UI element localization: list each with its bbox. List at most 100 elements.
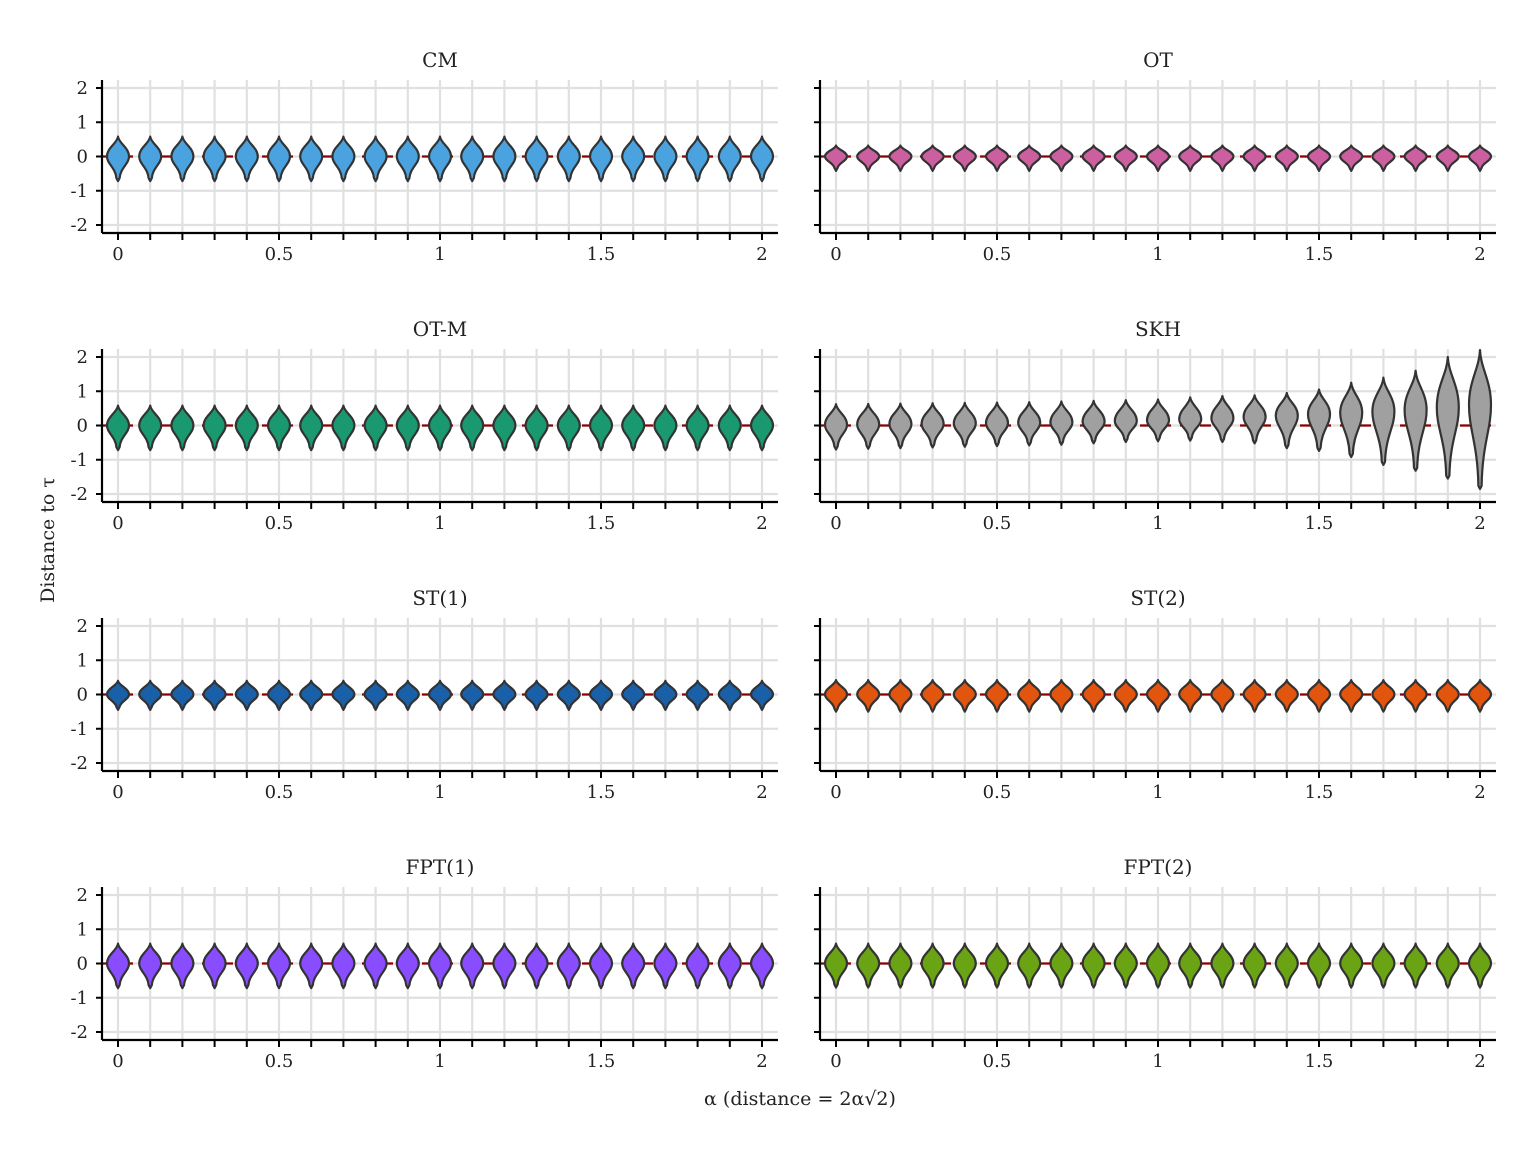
violin-alpha-0.9: [395, 404, 420, 452]
violin-alpha-0: [105, 135, 131, 183]
violin-alpha-0.5: [266, 942, 292, 990]
violin-alpha-0: [105, 404, 131, 452]
violin-alpha-0.9: [395, 135, 420, 183]
violin-alpha-1.3: [524, 404, 549, 452]
violin-alpha-1.5: [588, 679, 614, 712]
violin-alpha-1.1: [1178, 942, 1203, 989]
violin-alpha-0: [823, 403, 849, 451]
violin-alpha-1: [1145, 942, 1171, 989]
violin-alpha-0.7: [1049, 679, 1074, 713]
violin-alpha-1: [427, 135, 453, 183]
x-tick-label: 0: [112, 1051, 123, 1072]
y-tick-label: -2: [70, 753, 88, 774]
violin-alpha-1.9: [1435, 355, 1460, 480]
violin-alpha-0.8: [1081, 679, 1106, 713]
violin-alpha-0.5: [266, 679, 292, 712]
y-tick-label: 2: [77, 78, 88, 99]
violin-alpha-1.8: [1403, 144, 1428, 172]
y-tick-label: 2: [77, 616, 88, 637]
violin-alpha-0.6: [1017, 679, 1042, 713]
violin-alpha-1.5: [588, 404, 614, 452]
violin-alpha-1.6: [1339, 144, 1364, 172]
x-tick-label: 1.5: [1305, 244, 1334, 265]
violin-alpha-1.1: [1178, 144, 1203, 172]
violin-alpha-0.3: [202, 135, 227, 183]
violin-alpha-0.1: [138, 679, 163, 712]
violin-alpha-0.1: [856, 402, 881, 450]
violin-alpha-0.3: [920, 679, 945, 713]
violin-alpha-0.6: [299, 404, 324, 452]
violin-alpha-0.6: [299, 679, 324, 712]
violin-alpha-0.5: [266, 135, 292, 183]
violin-alpha-0.4: [952, 401, 977, 448]
violin-alpha-2: [1467, 144, 1493, 172]
violin-alpha-2: [1467, 942, 1493, 989]
violin-alpha-0.8: [1081, 942, 1106, 989]
panel-title: CM: [422, 48, 458, 72]
violin-alpha-1: [427, 942, 453, 990]
x-tick-label: 1: [434, 244, 445, 265]
violin-alpha-1.5: [588, 135, 614, 183]
x-tick-label: 0.5: [265, 1051, 294, 1072]
x-tick-label: 0.5: [983, 244, 1012, 265]
violin-alpha-1.2: [1210, 394, 1235, 444]
x-tick-label: 2: [756, 1051, 767, 1072]
x-tick-label: 1: [434, 1051, 445, 1072]
violin-alpha-0.9: [1113, 399, 1138, 444]
x-tick-label: 1: [1152, 513, 1163, 534]
violin-alpha-0.2: [888, 942, 913, 989]
violin-alpha-1.4: [556, 679, 581, 712]
violin-alpha-1.2: [1210, 942, 1235, 989]
violin-alpha-1.1: [460, 404, 485, 452]
y-tick-label: 1: [77, 650, 88, 671]
violin-alpha-1.7: [1371, 942, 1396, 989]
panel-title: FPT(1): [405, 855, 474, 879]
violin-alpha-1.8: [685, 135, 710, 183]
violin-alpha-1.7: [653, 404, 678, 452]
violin-alpha-1.5: [588, 942, 614, 990]
violin-alpha-0.9: [395, 679, 420, 712]
violin-alpha-1: [427, 404, 453, 452]
violin-alpha-0.9: [395, 942, 420, 990]
violin-alpha-0.8: [1081, 144, 1106, 172]
x-tick-label: 2: [1474, 244, 1485, 265]
violin-alpha-0.2: [170, 135, 195, 183]
violin-alpha-2: [749, 135, 775, 183]
violin-alpha-0.2: [170, 679, 195, 712]
violin-alpha-1.1: [460, 679, 485, 712]
violin-alpha-0.4: [952, 144, 977, 172]
violin-alpha-1.8: [1403, 679, 1428, 713]
violin-alpha-1.5: [1306, 144, 1332, 172]
panel-title: ST(2): [1130, 586, 1185, 610]
x-tick-label: 2: [756, 244, 767, 265]
x-tick-label: 1.5: [1305, 782, 1334, 803]
violin-alpha-0.2: [170, 942, 195, 990]
violin-alpha-1.4: [1274, 942, 1299, 989]
x-tick-label: 0.5: [983, 513, 1012, 534]
violin-alpha-0.9: [1113, 679, 1138, 713]
x-tick-label: 0: [830, 782, 841, 803]
violin-alpha-1.7: [1371, 144, 1396, 172]
y-tick-label: 0: [77, 416, 88, 437]
y-tick-label: -2: [70, 215, 88, 236]
y-tick-label: 1: [77, 381, 88, 402]
violin-alpha-0.3: [920, 942, 945, 989]
violin-alpha-2: [1467, 679, 1493, 713]
x-tick-label: 1.5: [1305, 1051, 1334, 1072]
violin-alpha-1.2: [492, 679, 517, 712]
y-tick-label: 2: [77, 885, 88, 906]
x-tick-label: 0.5: [983, 782, 1012, 803]
panel-st-1: ST(1) 0 0.5 1 1.5 2 -2 -1 0 1 2: [70, 586, 778, 803]
y-tick-label: 0: [77, 147, 88, 168]
violin-alpha-0.1: [138, 135, 163, 183]
y-axis-title: Distance to τ: [37, 477, 59, 603]
violin-alpha-0.9: [1113, 942, 1138, 989]
violin-alpha-1.4: [1274, 391, 1299, 450]
panel-title: ST(1): [412, 586, 467, 610]
violin-alpha-0.4: [952, 679, 977, 713]
violin-alpha-0.3: [202, 679, 227, 712]
x-axis-title: α (distance = 2α√2): [704, 1088, 896, 1110]
violin-alpha-1.9: [1435, 942, 1460, 989]
panels-layer: CM 0 0.5 1 1.5 2 -2 -1 0 1 2 OT 0 0.5 1 1.5 2 OT-M 0 0.5 1 1.…: [70, 48, 1496, 1072]
